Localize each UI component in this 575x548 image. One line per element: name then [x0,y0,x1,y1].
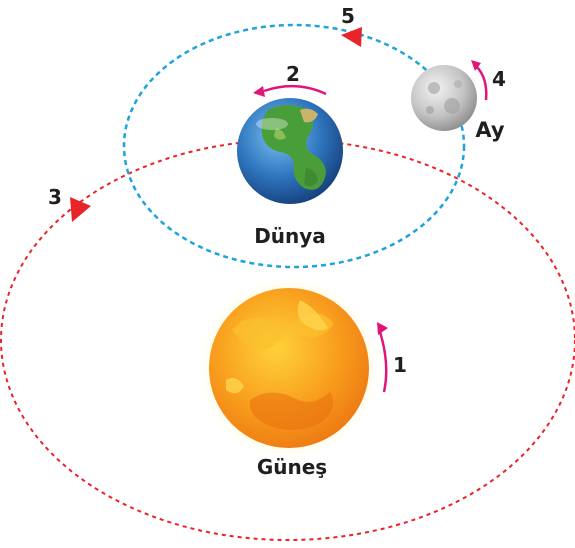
sun [199,278,379,458]
marker-moon-rotation: 4 [492,67,506,91]
marker-earth-orbit: 3 [48,185,62,209]
moon-label: Ay [475,118,505,142]
moon-orbit-path [122,23,466,269]
earth [237,98,343,204]
moon [411,65,477,131]
moon-orbit-arrowhead [341,27,362,47]
marker-earth-rotation: 2 [286,62,300,86]
marker-sun-rotation: 1 [393,353,407,377]
sun-rotation-arrow [377,322,388,393]
earth-orbit-path [0,139,575,541]
earth-orbit-arrowhead [70,197,91,222]
marker-moon-orbit: 5 [341,4,355,28]
sun-label: Güneş [257,455,327,479]
moon-rotation-arrow [471,60,488,101]
earth-rotation-arrow [253,84,327,97]
earth-label: Dünya [254,224,326,248]
